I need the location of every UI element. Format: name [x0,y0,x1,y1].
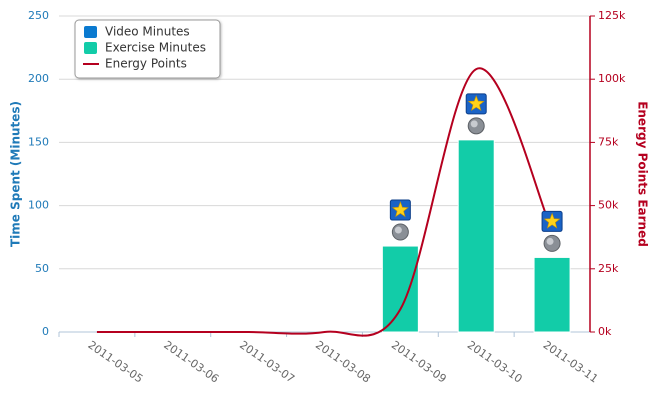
y2-tick-label: 50k [598,199,619,212]
badge-medal-inner [394,226,402,234]
y2-tick-label: 0k [598,325,612,338]
bar [457,139,495,333]
x-tick-label: 2011-03-11 [541,338,601,385]
y2-tick-label: 125k [598,9,626,22]
badge-medal-inner [470,120,478,128]
legend-swatch [84,42,97,54]
y-tick-label: 50 [35,262,49,275]
bar [533,256,571,333]
y2-tick-label: 25k [598,262,619,275]
badge-medal-inner [546,237,554,245]
y-tick-label: 150 [28,135,49,148]
bar [381,245,419,333]
legend-label: Energy Points [105,57,187,71]
y-tick-label: 100 [28,199,49,212]
x-tick-label: 2011-03-08 [313,338,373,385]
x-tick-label: 2011-03-06 [161,338,221,385]
y-tick-label: 0 [42,325,49,338]
badge-star [467,95,485,111]
x-tick-label: 2011-03-09 [389,338,449,385]
legend-label: Exercise Minutes [105,41,206,55]
y-tick-label: 250 [28,9,49,22]
x-tick-label: 2011-03-10 [465,338,525,385]
legend-swatch [84,26,97,38]
badge-star [543,212,561,229]
x-tick-label: 2011-03-07 [237,338,297,385]
x-tick-label: 2011-03-05 [85,338,145,385]
y2-tick-label: 100k [598,72,626,85]
badge-star [391,201,409,218]
y-axis-title: Time Spent (Minutes) [9,101,23,247]
badge-icons [541,210,563,252]
legend-box [74,19,221,79]
line [96,67,553,337]
badge-icons [389,199,411,241]
badge-icons [465,93,487,135]
y2-axis-title: Energy Points Earned [636,101,650,247]
y-tick-label: 200 [28,72,49,85]
legend-label: Video Minutes [105,25,190,39]
y2-tick-label: 75k [598,135,619,148]
